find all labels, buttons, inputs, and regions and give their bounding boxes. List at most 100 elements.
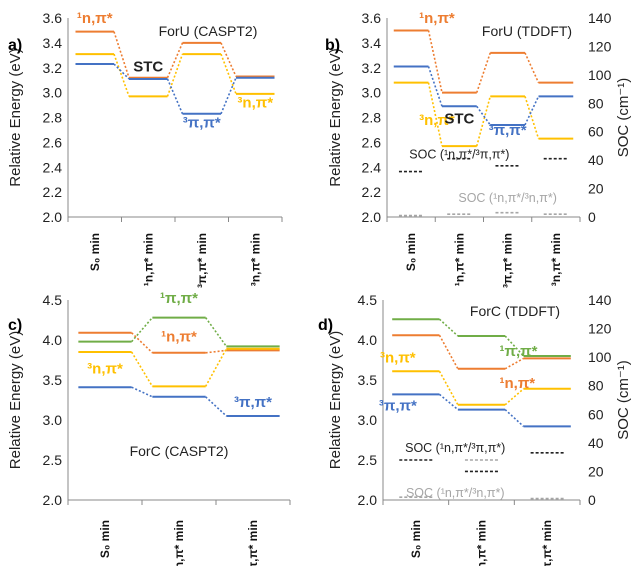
- series-³π,π*: [75, 63, 275, 115]
- y-tick-label: 2.0: [362, 209, 382, 225]
- connector-line: [166, 78, 184, 115]
- connector-line: [205, 349, 227, 354]
- y2-tick-label: 140: [588, 10, 612, 26]
- y-tick-label: 2.0: [43, 209, 63, 225]
- y-tick-label: 3.4: [362, 35, 382, 51]
- connector-line: [166, 42, 184, 79]
- category-label: S₀ min: [88, 233, 102, 271]
- panel-title: ForU (CASPT2): [159, 23, 258, 39]
- panel-label: d): [318, 317, 333, 334]
- category-label: S₀ min: [409, 520, 423, 558]
- connector-line: [131, 317, 153, 343]
- y2-tick-label: 100: [588, 67, 612, 83]
- connector-line: [131, 332, 153, 354]
- connector-line: [504, 409, 525, 427]
- series-³π,π*: [392, 393, 571, 428]
- y-tick-label: 4.0: [43, 332, 63, 348]
- connector-line: [475, 96, 492, 147]
- state-label: ³n,π*: [87, 361, 123, 378]
- soc-label: SOC (¹n,π*/³π,π*): [405, 441, 505, 455]
- state-label: ³π,π*: [379, 397, 417, 414]
- y2-tick-label: 80: [588, 95, 604, 111]
- series-³n,π*: [393, 81, 574, 148]
- y-tick-label: 2.4: [43, 159, 63, 175]
- state-label: ¹n,π*: [161, 329, 197, 346]
- state-label: ¹π,π*: [500, 343, 538, 360]
- chart-panel-c: 2.0 2.5 3.0 3.5 4.0 4.5 Relative Energy (eV)c)…: [7, 290, 291, 566]
- connector-line: [438, 370, 459, 406]
- state-label: ¹n,π*: [77, 10, 113, 27]
- connector-line: [220, 77, 237, 115]
- category-label: ¹n,π* min: [172, 520, 186, 566]
- state-label: STC: [133, 58, 163, 75]
- category-label: ³π,π* min: [246, 520, 260, 566]
- soc-label: SOC (¹n,π*/³n,π*): [406, 486, 505, 500]
- y-tick-label: 3.0: [362, 85, 382, 101]
- y-tick-label: 4.5: [43, 292, 63, 308]
- connector-line: [504, 357, 524, 370]
- series-¹π,π*: [78, 316, 280, 348]
- category-label: ¹n,π* min: [141, 233, 155, 286]
- category-label: ³π,π* min: [501, 233, 515, 288]
- y2-tick-label: 140: [588, 292, 612, 308]
- y2-tick-label: 0: [588, 209, 596, 225]
- panel-title: ForC (TDDFT): [470, 303, 560, 319]
- connector-line: [131, 386, 153, 398]
- category-label: ³π,π* min: [540, 520, 554, 566]
- y-tick-label: 2.2: [362, 184, 382, 200]
- y-tick-label: 3.0: [43, 85, 63, 101]
- y2-tick-label: 100: [588, 349, 612, 365]
- connector-line: [130, 351, 154, 387]
- series-¹n,π*: [78, 331, 280, 354]
- series-¹n,π*: [393, 29, 574, 94]
- y2-axis-label: SOC (cm⁻¹): [615, 360, 632, 440]
- y2-tick-label: 80: [588, 378, 604, 394]
- y-tick-label: 2.8: [362, 110, 382, 126]
- y-axis-label: Relative Energy (eV): [327, 48, 344, 186]
- y-tick-label: 2.4: [362, 159, 382, 175]
- chart-panel-a: 2.0 2.2 2.4 2.6 2.8 3.0 3.2 3.4 3.6 Relative Ener…: [7, 10, 283, 288]
- connector-line: [205, 396, 227, 417]
- y-tick-label: 2.0: [43, 492, 63, 508]
- category-label: S₀ min: [98, 520, 112, 558]
- category-label: ³π,π* min: [195, 233, 209, 288]
- y-tick-label: 3.5: [43, 372, 63, 388]
- state-label: ³π,π*: [234, 394, 272, 411]
- y2-tick-label: 20: [588, 181, 604, 197]
- y2-tick-label: 60: [588, 406, 604, 422]
- y-tick-label: 2.6: [43, 134, 63, 150]
- y-tick-label: 4.0: [358, 332, 378, 348]
- state-label: ³n,π*: [237, 95, 273, 112]
- connector-line: [220, 53, 237, 95]
- y-axis-label: Relative Energy (eV): [7, 331, 24, 469]
- y-tick-label: 3.6: [362, 10, 382, 26]
- y-tick-label: 2.8: [43, 110, 63, 126]
- connector-line: [113, 53, 130, 97]
- y-tick-label: 3.0: [43, 412, 63, 428]
- category-label: ¹n,π* min: [475, 520, 489, 566]
- connector-line: [427, 30, 443, 93]
- panel-label: b): [325, 37, 340, 54]
- state-label: ³n,π*: [419, 112, 455, 129]
- soc-label: SOC (¹n,π*/³π,π*): [409, 148, 509, 162]
- y2-tick-label: 120: [588, 38, 612, 54]
- series-³n,π*: [392, 370, 571, 406]
- y2-tick-label: 60: [588, 124, 604, 140]
- y-tick-label: 3.6: [43, 10, 63, 26]
- state-label: ³n,π*: [380, 349, 416, 366]
- y-tick-label: 3.5: [358, 372, 378, 388]
- connector-line: [113, 31, 130, 78]
- y-tick-label: 3.4: [43, 35, 63, 51]
- connector-line: [113, 63, 130, 80]
- y2-axis-label: SOC (cm⁻¹): [615, 78, 632, 158]
- y-tick-label: 2.2: [43, 184, 63, 200]
- y-tick-label: 2.5: [43, 452, 63, 468]
- series-³n,π*: [78, 347, 280, 388]
- panel-label: c): [8, 317, 22, 334]
- connector-line: [504, 335, 525, 357]
- y-tick-label: 2.0: [358, 492, 378, 508]
- connector-line: [220, 42, 237, 77]
- series-¹n,π*: [392, 334, 571, 370]
- y-tick-label: 2.6: [362, 134, 382, 150]
- category-label: ¹n,π* min: [452, 233, 466, 286]
